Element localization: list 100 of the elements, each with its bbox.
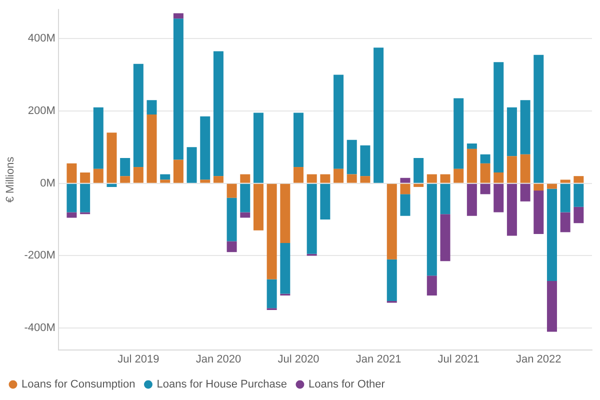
x-tick-label: Jan 2021 — [356, 353, 402, 366]
bar — [454, 168, 464, 183]
bar — [520, 154, 530, 183]
x-tick-label: Jul 2020 — [278, 353, 320, 366]
bar — [120, 176, 130, 183]
bar — [173, 13, 184, 19]
x-tick-label: Jul 2021 — [438, 353, 480, 366]
bar — [574, 176, 584, 183]
bar — [520, 184, 530, 202]
bar — [386, 259, 397, 301]
bar — [546, 184, 557, 189]
bar — [466, 144, 477, 149]
bar — [106, 132, 117, 183]
bar — [213, 176, 224, 183]
bar — [200, 116, 210, 180]
bar — [494, 172, 504, 183]
bar — [414, 184, 424, 187]
y-tick-label: 200M — [28, 104, 56, 117]
x-tick-label: Jan 2022 — [516, 353, 562, 366]
bar — [426, 276, 437, 296]
bar — [346, 174, 357, 183]
bar — [160, 180, 170, 183]
y-axis-title: € Millions — [4, 156, 17, 203]
bar — [306, 184, 317, 254]
bar — [400, 184, 410, 194]
bar — [294, 167, 304, 183]
y-tick-label: -400M — [24, 322, 56, 334]
bar — [506, 156, 517, 183]
legend-label: Loans for Consumption — [22, 378, 136, 391]
bar — [253, 112, 264, 183]
y-tick-label: -200M — [24, 250, 56, 262]
bar — [426, 184, 437, 276]
bar — [226, 198, 237, 242]
bar — [160, 174, 170, 180]
bar — [546, 281, 557, 332]
bar — [480, 163, 490, 183]
bar — [506, 184, 517, 236]
bar — [574, 206, 584, 224]
bar — [173, 160, 184, 183]
bar — [560, 212, 570, 232]
bar — [320, 174, 330, 183]
bar — [106, 184, 117, 187]
bar — [226, 241, 237, 252]
bar — [120, 158, 130, 176]
bar — [346, 140, 357, 174]
bar — [480, 154, 490, 164]
legend-label: Loans for House Purchase — [156, 378, 287, 391]
bar — [560, 184, 570, 212]
bar — [80, 172, 90, 183]
bar — [213, 51, 224, 176]
bar — [334, 168, 344, 183]
bar — [280, 243, 290, 294]
bar — [494, 62, 504, 172]
bar — [280, 184, 290, 244]
bar — [266, 279, 277, 308]
bar — [534, 190, 544, 234]
bar — [146, 100, 157, 115]
x-tick-label: Jan 2020 — [196, 353, 242, 366]
bar — [520, 100, 530, 154]
bar — [466, 184, 477, 216]
bar — [66, 212, 77, 218]
bar — [560, 180, 570, 183]
bar — [294, 112, 304, 168]
bar — [266, 184, 277, 280]
bar — [360, 145, 370, 176]
bar — [133, 167, 144, 183]
bar — [133, 64, 144, 168]
bar — [466, 148, 477, 183]
bar — [386, 184, 397, 260]
bar — [494, 184, 504, 212]
bar — [200, 180, 210, 183]
bar — [506, 107, 517, 156]
bar — [240, 184, 250, 212]
bar — [426, 174, 437, 183]
bar — [253, 184, 264, 230]
bar — [400, 194, 410, 216]
bar — [186, 147, 197, 183]
bar — [414, 158, 424, 183]
bar — [226, 184, 237, 198]
bar — [93, 168, 104, 183]
bar — [320, 184, 330, 220]
bar — [440, 174, 450, 183]
bar — [146, 114, 157, 183]
bar — [360, 176, 370, 183]
legend-label: Loans for Other — [308, 378, 386, 391]
x-tick-label: Jul 2019 — [118, 353, 160, 366]
y-tick-label: 0M — [40, 177, 56, 190]
bar — [534, 54, 544, 183]
bar — [173, 18, 184, 160]
bar — [480, 184, 490, 194]
bar — [80, 184, 90, 212]
bar — [93, 107, 104, 169]
bar — [440, 184, 450, 214]
bar — [374, 48, 384, 183]
bar — [240, 174, 250, 183]
bar — [574, 184, 584, 207]
bar — [400, 178, 410, 183]
bar — [440, 214, 450, 262]
bar — [546, 188, 557, 282]
y-tick-label: 400M — [28, 32, 56, 45]
